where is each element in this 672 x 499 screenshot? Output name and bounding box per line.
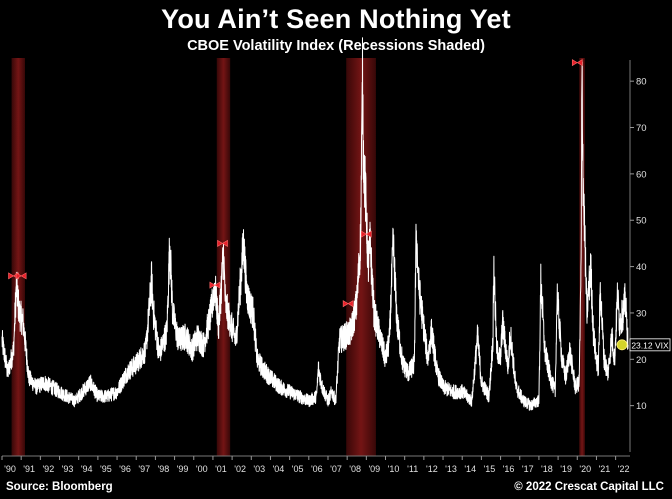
x-tick-label-08: '08: [349, 464, 361, 474]
source-note: Source: Bloomberg: [6, 481, 113, 493]
vix-line: [1, 37, 629, 411]
y-tick-label-60: 60: [636, 169, 647, 180]
y-tick-label-20: 20: [636, 355, 647, 366]
x-tick-label-21: '21: [599, 464, 611, 474]
x-tick-label-16: '16: [503, 464, 515, 474]
recession-markers: [8, 59, 583, 308]
y-tick-label-40: 40: [636, 262, 647, 273]
y-tick-label-80: 80: [636, 77, 647, 88]
axes: 10 20 30 40 50 60 70 80 '90 '91 '92 '93 '94 '95 '96 '97…: [1, 60, 647, 474]
recession-marker-4: [217, 239, 228, 247]
x-tick-label-20: '20: [579, 464, 591, 474]
x-tick-label-96: '96: [119, 464, 131, 474]
x-tick-label-07: '07: [330, 464, 342, 474]
x-tick-label-03: '03: [253, 464, 265, 474]
recession-marker-6: [361, 230, 372, 238]
y-tick-label-70: 70: [636, 123, 647, 134]
last-value-box: [629, 338, 671, 352]
recession-band-1: [11, 58, 26, 456]
x-tick-label-93: '93: [62, 464, 74, 474]
x-tick-label-09: '09: [368, 464, 380, 474]
x-tick-label-91: '91: [23, 464, 35, 474]
x-tick-label-11: '11: [407, 464, 418, 474]
x-tick-label-00: '00: [196, 464, 208, 474]
y-tick-label-30: 30: [636, 308, 647, 319]
last-value-dot: [616, 339, 628, 351]
chart-subtitle: CBOE Volatility Index (Recessions Shaded…: [187, 38, 485, 54]
recession-marker-7: [571, 59, 583, 67]
x-tick-label-97: '97: [138, 464, 150, 474]
x-tick-label-94: '94: [81, 464, 93, 474]
recession-marker-2: [15, 272, 27, 280]
x-tick-label-99: '99: [177, 464, 189, 474]
last-value: 23.12 VIX: [616, 338, 671, 352]
chart-title: You Ain’t Seen Nothing Yet: [161, 4, 511, 34]
copyright-note: © 2022 Crescat Capital LLC: [514, 481, 664, 493]
recession-marker-5: [342, 300, 354, 308]
x-tick-label-95: '95: [100, 464, 112, 474]
x-tick-label-17: '17: [522, 464, 534, 474]
y-tick-label-50: 50: [636, 216, 647, 227]
x-tick-label-22: '22: [618, 464, 630, 474]
last-value-label: 23.12 VIX: [631, 340, 669, 350]
x-tick-label-14: '14: [464, 464, 476, 474]
x-tick-label-10: '10: [388, 464, 400, 474]
x-tick-label-04: '04: [273, 464, 285, 474]
x-tick-label-92: '92: [42, 464, 54, 474]
x-tick-label-13: '13: [445, 464, 457, 474]
x-tick-label-06: '06: [311, 464, 323, 474]
x-tick-label-19: '19: [560, 464, 572, 474]
x-tick-label-18: '18: [541, 464, 553, 474]
x-tick-label-02: '02: [234, 464, 246, 474]
x-tick-label-12: '12: [426, 464, 438, 474]
y-tick-label-10: 10: [636, 401, 647, 412]
x-tick-label-05: '05: [292, 464, 304, 474]
recession-band-4: [579, 58, 585, 456]
x-tick-label-90: '90: [4, 464, 16, 474]
recession-marker-3: [209, 281, 221, 289]
x-tick-label-15: '15: [484, 464, 496, 474]
x-tick-label-01: '01: [215, 464, 227, 474]
vix-series: [1, 37, 629, 411]
x-tick-label-98: '98: [158, 464, 170, 474]
